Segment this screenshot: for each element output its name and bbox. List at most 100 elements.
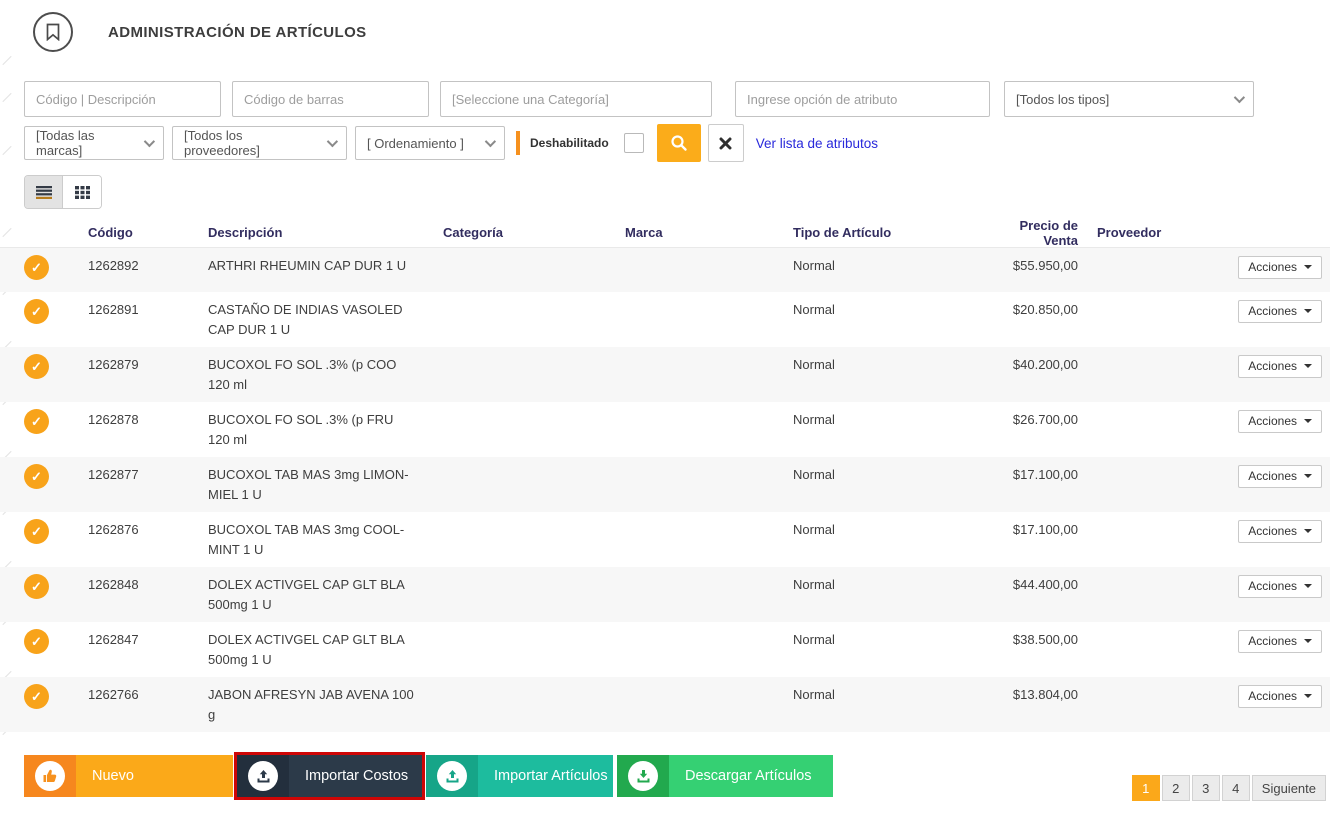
article-price: $13.804,00 <box>1012 687 1078 702</box>
article-description: BUCOXOL TAB MAS 3mg COOL-MINT 1 U <box>208 522 405 557</box>
actions-button[interactable]: Acciones <box>1238 465 1322 488</box>
page-header: ADMINISTRACIÓN DE ARTÍCULOS <box>33 12 367 52</box>
search-button[interactable] <box>656 124 701 162</box>
article-price: $26.700,00 <box>1012 412 1078 427</box>
table-row: ✓ 1262848 DOLEX ACTIVGEL CAP GLT BLA 500… <box>0 567 1330 622</box>
upload-icon <box>437 761 467 791</box>
table-row: ✓ 1262879 BUCOXOL FO SOL .3% (p COO 120 … <box>0 347 1330 402</box>
filter-row-2: [Todas las marcas] [Todos los proveedore… <box>24 124 878 162</box>
barcode-input[interactable] <box>232 81 429 117</box>
enabled-check-icon[interactable]: ✓ <box>24 574 49 599</box>
new-button-label: Nuevo <box>92 768 134 784</box>
actions-button[interactable]: Acciones <box>1238 300 1322 323</box>
article-type: Normal <box>793 522 835 537</box>
download-icon <box>628 761 658 791</box>
list-view-button[interactable] <box>25 176 63 208</box>
import-articles-button[interactable]: Importar Artículos <box>426 755 613 797</box>
actions-button[interactable]: Acciones <box>1238 355 1322 378</box>
accent-bar <box>516 131 520 155</box>
page-button-1[interactable]: 1 <box>1131 775 1160 801</box>
thumbs-up-icon <box>35 761 65 791</box>
next-page-button[interactable]: Siguiente <box>1251 775 1326 801</box>
disabled-checkbox[interactable] <box>623 133 644 153</box>
article-description: ARTHRI RHEUMIN CAP DUR 1 U <box>208 258 407 273</box>
supplier-select[interactable]: [Todos los proveedores] <box>172 126 347 160</box>
disabled-label: Deshabilitado <box>530 136 609 150</box>
enabled-check-icon[interactable]: ✓ <box>24 255 49 280</box>
import-costs-button[interactable]: Importar Costos <box>234 752 425 800</box>
table-row: ✓ 1262876 BUCOXOL TAB MAS 3mg COOL-MINT … <box>0 512 1330 567</box>
enabled-check-icon[interactable]: ✓ <box>24 629 49 654</box>
enabled-check-icon[interactable]: ✓ <box>24 354 49 379</box>
actions-button[interactable]: Acciones <box>1238 410 1322 433</box>
brand-select[interactable]: [Todas las marcas] <box>24 126 164 160</box>
enabled-check-icon[interactable]: ✓ <box>24 299 49 324</box>
page-button-2[interactable]: 2 <box>1161 775 1190 801</box>
article-type: Normal <box>793 357 835 372</box>
caret-down-icon <box>1304 364 1312 368</box>
caret-down-icon <box>1304 309 1312 313</box>
article-type: Normal <box>793 687 835 702</box>
article-price: $38.500,00 <box>1012 632 1078 647</box>
article-description: BUCOXOL FO SOL .3% (p FRU 120 ml <box>208 412 394 447</box>
category-input[interactable] <box>440 81 712 117</box>
enabled-check-icon[interactable]: ✓ <box>24 684 49 709</box>
article-description: BUCOXOL FO SOL .3% (p COO 120 ml <box>208 357 397 392</box>
download-articles-button-label: Descargar Artículos <box>685 768 812 784</box>
article-type: Normal <box>793 258 835 273</box>
caret-down-icon <box>1304 419 1312 423</box>
actions-button-label: Acciones <box>1248 579 1297 593</box>
order-select-value: [ Ordenamiento ] <box>367 135 464 151</box>
actions-button[interactable]: Acciones <box>1238 630 1322 653</box>
actions-button[interactable]: Acciones <box>1238 256 1322 279</box>
actions-button[interactable]: Acciones <box>1238 685 1322 708</box>
article-type: Normal <box>793 577 835 592</box>
caret-down-icon <box>1304 694 1312 698</box>
enabled-check-icon[interactable]: ✓ <box>24 464 49 489</box>
new-button[interactable]: Nuevo <box>24 755 233 797</box>
attributes-list-link[interactable]: Ver lista de atributos <box>755 135 879 151</box>
page-button-3[interactable]: 3 <box>1191 775 1220 801</box>
brand-select-value: [Todas las marcas] <box>36 128 95 158</box>
enabled-check-icon[interactable]: ✓ <box>24 409 49 434</box>
table-header-row: Código Descripción Categoría Marca Tipo … <box>0 218 1330 248</box>
article-code: 1262877 <box>88 467 139 482</box>
attribute-input[interactable] <box>735 81 990 117</box>
code-description-input[interactable] <box>24 81 221 117</box>
article-type: Normal <box>793 467 835 482</box>
actions-button[interactable]: Acciones <box>1238 520 1322 543</box>
order-select[interactable]: [ Ordenamiento ] <box>355 126 505 160</box>
actions-button-label: Acciones <box>1248 304 1297 318</box>
download-articles-button[interactable]: Descargar Artículos <box>617 755 833 797</box>
table-row: ✓ 1262766 JABON AFRESYN JAB AVENA 100 g … <box>0 677 1330 732</box>
type-select-value: [Todos los tipos] <box>1016 91 1110 107</box>
table-body: ✓ 1262892 ARTHRI RHEUMIN CAP DUR 1 U Nor… <box>0 248 1330 732</box>
table-row: ✓ 1262878 BUCOXOL FO SOL .3% (p FRU 120 … <box>0 402 1330 457</box>
enabled-check-icon[interactable]: ✓ <box>24 519 49 544</box>
article-code: 1262879 <box>88 357 139 372</box>
clear-button[interactable] <box>707 124 744 162</box>
type-select[interactable]: [Todos los tipos] <box>1004 81 1254 117</box>
actions-button[interactable]: Acciones <box>1238 575 1322 598</box>
article-code: 1262847 <box>88 632 139 647</box>
page-button-4[interactable]: 4 <box>1221 775 1250 801</box>
article-description: DOLEX ACTIVGEL CAP GLT BLA 500mg 1 U <box>208 632 405 667</box>
actions-button-label: Acciones <box>1248 469 1297 483</box>
article-type: Normal <box>793 412 835 427</box>
list-view-icon <box>35 185 52 199</box>
grid-view-icon <box>74 185 90 199</box>
filter-row-1: [Todos los tipos] <box>24 81 1254 117</box>
column-header-code: Código <box>88 225 133 240</box>
footer-buttons: Nuevo Importar Costos Importar Artículos… <box>24 752 837 800</box>
article-price: $55.950,00 <box>1012 258 1078 273</box>
column-header-brand: Marca <box>625 225 663 240</box>
article-code: 1262876 <box>88 522 139 537</box>
grid-view-button[interactable] <box>63 176 101 208</box>
actions-button-label: Acciones <box>1248 524 1297 538</box>
article-price: $44.400,00 <box>1012 577 1078 592</box>
article-code: 1262878 <box>88 412 139 427</box>
page-title: ADMINISTRACIÓN DE ARTÍCULOS <box>108 23 367 41</box>
column-header-type: Tipo de Artículo <box>793 225 892 240</box>
articles-table: Código Descripción Categoría Marca Tipo … <box>0 218 1330 732</box>
chevron-down-icon <box>326 135 339 148</box>
